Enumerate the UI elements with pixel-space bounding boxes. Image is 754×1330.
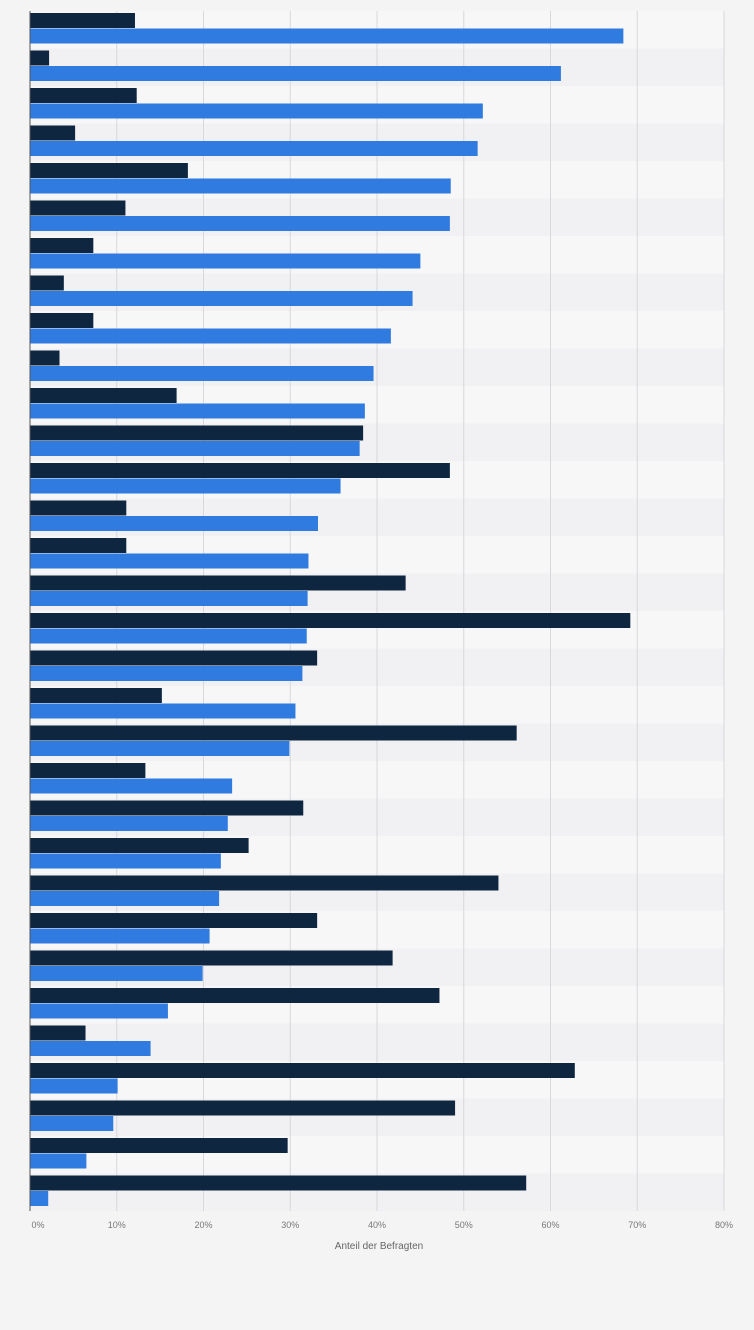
bar-series-2 (30, 853, 221, 869)
bar-series-2 (30, 1116, 114, 1131)
bar-series-2 (30, 741, 290, 756)
bar-series-2 (30, 516, 319, 531)
bar-series-1 (30, 800, 304, 816)
bar-series-1 (30, 500, 127, 516)
bar-series-1 (30, 1063, 575, 1078)
bar-series-1 (30, 463, 450, 478)
bar-series-2 (30, 291, 413, 306)
bar-series-1 (30, 988, 440, 1003)
x-axis-ticks: 0% 10% 20% 30% 40% 50% 60% 70% 80% (31, 1220, 733, 1230)
bar-series-1 (30, 1175, 527, 1191)
x-tick-label: 30% (281, 1220, 299, 1230)
bar-series-1 (30, 875, 499, 891)
bar-series-1 (30, 688, 162, 703)
bar-series-2 (30, 366, 374, 381)
bar-series-2 (30, 253, 421, 269)
bar-series-1 (30, 388, 177, 403)
bar-series-2 (30, 816, 228, 831)
bar-series-2 (30, 778, 233, 794)
bar-series-2 (30, 666, 303, 681)
bar-series-2 (30, 1041, 151, 1056)
x-tick-label: 20% (194, 1220, 212, 1230)
bar-series-1 (30, 425, 364, 441)
bar-series-2 (30, 628, 307, 644)
bar-series-2 (30, 703, 296, 719)
bar-series-2 (30, 141, 478, 156)
x-tick-label: 50% (455, 1220, 473, 1230)
bar-series-1 (30, 613, 631, 628)
bar-series-1 (30, 538, 127, 553)
x-tick-label: 0% (31, 1220, 44, 1230)
bar-series-1 (30, 125, 76, 141)
bar-series-2 (30, 478, 341, 494)
bar-series-1 (30, 163, 188, 178)
x-tick-label: 10% (108, 1220, 126, 1230)
bar-series-1 (30, 200, 126, 216)
bar-series-2 (30, 1078, 118, 1094)
bar-series-2 (30, 66, 561, 81)
bar-series-1 (30, 950, 393, 966)
bar-series-1 (30, 313, 94, 328)
bar-series-2 (30, 966, 203, 981)
bar-series-1 (30, 13, 135, 28)
bar-series-1 (30, 50, 50, 66)
bar-series-2 (30, 28, 624, 44)
bar-series-1 (30, 275, 64, 291)
bar-series-2 (30, 1153, 87, 1169)
bar-series-1 (30, 1138, 288, 1153)
bar-series-1 (30, 350, 60, 366)
x-axis-label: Anteil der Befragten (335, 1241, 423, 1252)
x-tick-label: 60% (541, 1220, 559, 1230)
bar-series-1 (30, 575, 406, 591)
bar-series-2 (30, 403, 365, 419)
bar-series-1 (30, 913, 318, 928)
bars (30, 13, 631, 1206)
bar-series-2 (30, 328, 391, 344)
bar-series-1 (30, 1100, 456, 1116)
bar-series-1 (30, 88, 137, 103)
bar-series-1 (30, 238, 94, 253)
bar-series-2 (30, 103, 483, 119)
bar-series-1 (30, 650, 318, 666)
x-tick-label: 40% (368, 1220, 386, 1230)
x-tick-label: 70% (628, 1220, 646, 1230)
bar-series-2 (30, 553, 309, 569)
bar-series-2 (30, 441, 360, 456)
bar-series-2 (30, 1191, 49, 1206)
bar-series-2 (30, 178, 451, 194)
bar-series-2 (30, 1003, 168, 1019)
bar-series-1 (30, 725, 517, 741)
bar-series-2 (30, 591, 308, 606)
x-tick-label: 80% (715, 1220, 733, 1230)
bar-series-2 (30, 891, 220, 906)
bar-series-2 (30, 216, 450, 231)
bar-series-1 (30, 763, 146, 778)
bar-series-1 (30, 838, 249, 853)
bar-series-1 (30, 1025, 86, 1041)
bar-series-2 (30, 928, 210, 944)
